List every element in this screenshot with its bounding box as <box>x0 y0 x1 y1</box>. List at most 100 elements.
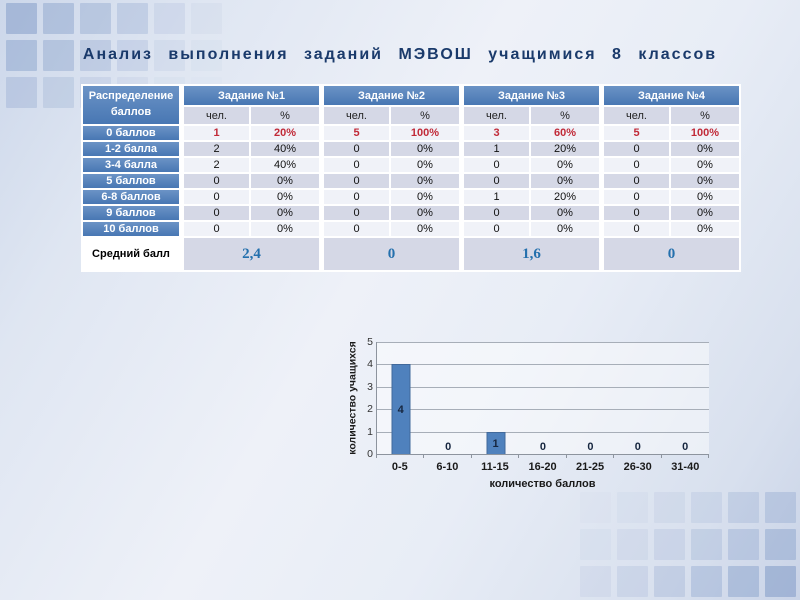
table-cell: 0 <box>321 206 389 220</box>
table-cell: 40% <box>251 142 319 156</box>
column-group-header: Задание №4 <box>601 86 739 105</box>
x-tick-label: 16-20 <box>528 461 557 473</box>
table-cell: 20% <box>531 142 599 156</box>
table-row: 5 баллов 0 0% 0 0% 0 0% 0 0% <box>83 174 739 188</box>
table-cell: 0 <box>181 206 249 220</box>
score-table: Распределение баллов Задание №1 Задание … <box>81 84 741 272</box>
table-cell: 1 <box>461 142 529 156</box>
corner-decoration-bottom-right <box>580 492 796 597</box>
table-cell: 0% <box>671 142 739 156</box>
data-label: 0 <box>682 441 689 453</box>
data-label: 0 <box>634 441 641 453</box>
table-cell: 0% <box>671 174 739 188</box>
table-row: 0 баллов 1 20% 5 100% 3 60% 5 100% <box>83 126 739 140</box>
summary-row: Средний балл 2,4 0 1,6 0 <box>83 238 739 270</box>
table-cell: 0 <box>181 174 249 188</box>
table-cell: 5 <box>601 126 669 140</box>
x-axis-title: количество баллов <box>489 478 596 490</box>
summary-label: Средний балл <box>92 247 170 260</box>
table-cell: 0 <box>321 190 389 204</box>
table-cell: 0 <box>461 222 529 236</box>
bar-slot: 1 <box>472 342 519 454</box>
row-label: 5 баллов <box>83 174 179 188</box>
table-cell: 0% <box>391 174 459 188</box>
row-label: 3-4 балла <box>83 158 179 172</box>
sub-header: % <box>391 107 459 124</box>
table-cell: 0% <box>671 206 739 220</box>
score-table-body: 0 баллов 1 20% 5 100% 3 60% 5 100% 1-2 балла 2 40% 0… <box>83 126 739 236</box>
summary-value: 2,4 <box>181 238 319 270</box>
table-cell: 5 <box>321 126 389 140</box>
table-cell: 2 <box>181 142 249 156</box>
row-label: 1-2 балла <box>83 142 179 156</box>
x-tick-label: 21-25 <box>576 461 605 473</box>
table-cell: 20% <box>251 126 319 140</box>
table-cell: 0% <box>391 190 459 204</box>
table-cell: 0% <box>671 158 739 172</box>
sub-header: чел. <box>461 107 529 124</box>
column-group-header: Задание №3 <box>461 86 599 105</box>
sub-header: % <box>531 107 599 124</box>
row-label: 0 баллов <box>83 126 179 140</box>
table-corner-header: Распределение баллов <box>83 86 179 124</box>
table-cell: 1 <box>181 126 249 140</box>
table-cell: 3 <box>461 126 529 140</box>
table-cell: 0% <box>251 190 319 204</box>
table-row: 6-8 баллов 0 0% 0 0% 1 20% 0 0% <box>83 190 739 204</box>
table-cell: 20% <box>531 190 599 204</box>
table-row: 9 баллов 0 0% 0 0% 0 0% 0 0% <box>83 206 739 220</box>
table-cell: 100% <box>671 126 739 140</box>
data-label: 0 <box>445 441 452 453</box>
table-cell: 0% <box>671 222 739 236</box>
table-cell: 2 <box>181 158 249 172</box>
sub-header: чел. <box>321 107 389 124</box>
table-cell: 0 <box>461 158 529 172</box>
table-cell: 0% <box>391 206 459 220</box>
bar-slot: 0 <box>662 342 709 454</box>
y-axis-title: количество учащихся <box>346 341 359 455</box>
table-cell: 100% <box>391 126 459 140</box>
bars-layer: 4 0 1 0 0 0 0 <box>377 342 709 454</box>
slide-title: Анализ выполнения заданий МЭВОШ учащимис… <box>82 46 718 63</box>
table-cell: 0% <box>391 158 459 172</box>
table-cell: 0 <box>321 158 389 172</box>
table-cell: 0 <box>601 190 669 204</box>
table-cell: 0 <box>181 190 249 204</box>
row-label: 9 баллов <box>83 206 179 220</box>
table-cell: 0 <box>321 142 389 156</box>
table-cell: 0% <box>531 206 599 220</box>
data-label: 1 <box>492 437 499 450</box>
table-cell: 0 <box>601 206 669 220</box>
x-tick-label: 6-10 <box>436 461 459 473</box>
table-row: 10 баллов 0 0% 0 0% 0 0% 0 0% <box>83 222 739 236</box>
x-tick-label: 31-40 <box>671 461 700 473</box>
sub-header: % <box>671 107 739 124</box>
column-group-header: Задание №2 <box>321 86 459 105</box>
table-cell: 0 <box>321 222 389 236</box>
table-cell: 0% <box>251 206 319 220</box>
summary-value: 1,6 <box>461 238 599 270</box>
row-label: 10 баллов <box>83 222 179 236</box>
table-cell: 0% <box>531 158 599 172</box>
table-cell: 0 <box>601 142 669 156</box>
x-tick-label: 26-30 <box>623 461 652 473</box>
table-cell: 0 <box>461 174 529 188</box>
table-cell: 0% <box>531 222 599 236</box>
sub-header: чел. <box>181 107 249 124</box>
table-cell: 1 <box>461 190 529 204</box>
bar-slot: 0 <box>614 342 661 454</box>
table-cell: 40% <box>251 158 319 172</box>
summary-value: 0 <box>321 238 459 270</box>
table-cell: 0% <box>251 174 319 188</box>
x-axis-labels: 0-5 6-10 11-15 16-20 21-25 26-30 31-40 <box>376 458 709 473</box>
summary-value: 0 <box>601 238 739 270</box>
table-cell: 0 <box>461 206 529 220</box>
table-cell: 0% <box>391 222 459 236</box>
table-cell: 0% <box>391 142 459 156</box>
sub-header-row: чел. % чел. % чел. % чел. % <box>83 107 739 124</box>
bar-slot: 0 <box>567 342 614 454</box>
table-cell: 0 <box>601 158 669 172</box>
row-label: 6-8 баллов <box>83 190 179 204</box>
